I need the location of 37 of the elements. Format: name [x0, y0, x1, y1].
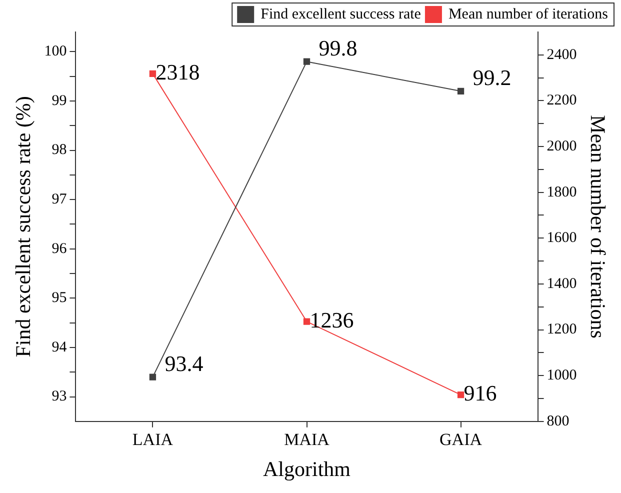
point [149, 70, 156, 78]
y-tick-label: 94 [52, 339, 68, 356]
point [457, 88, 464, 94]
legend-label: Find excellent success rate [260, 6, 422, 22]
y-tick-label: 93 [52, 388, 67, 405]
y-tick-label: 97 [52, 192, 68, 208]
data-label: 2318 [156, 59, 200, 84]
y2-tick-label: 2200 [546, 92, 577, 109]
y-axis-title: Find excellent success rate (%) [11, 96, 36, 358]
y2-tick-label: 1000 [546, 368, 577, 384]
legend-label: Mean number of iterations [448, 6, 608, 22]
y2-tick-label: 800 [546, 413, 570, 430]
x-tick-label: MAIA [284, 430, 330, 450]
y2-tick-label: 1600 [546, 230, 577, 246]
point [303, 318, 310, 325]
data-label: 99.8 [318, 35, 358, 60]
y-tick-label: 99 [52, 92, 67, 109]
data-label: 93.4 [164, 350, 204, 376]
y2-tick-label: 2400 [546, 46, 577, 63]
x-tick-label: GAIA [440, 430, 483, 450]
data-label: 916 [464, 380, 497, 406]
point [457, 392, 464, 398]
data-label: 1236 [310, 307, 354, 332]
point [149, 374, 156, 380]
y2-tick-label: 1800 [546, 184, 577, 200]
point [303, 58, 310, 65]
y2-axis-title: Mean number of iterations [586, 115, 610, 338]
y-tick-label: 98 [52, 142, 67, 158]
y-tick-label: 96 [52, 240, 68, 257]
y-tick-label: 95 [52, 290, 67, 306]
data-label: 99.2 [472, 64, 512, 90]
y-tick-label: 100 [44, 44, 67, 60]
x-tick-label: LAIA [132, 430, 174, 450]
x-axis-title: Algorithm [263, 456, 350, 481]
y2-tick-label: 1200 [546, 322, 577, 338]
y2-tick-label: 2000 [546, 138, 577, 154]
y2-tick-label: 1400 [546, 276, 577, 292]
